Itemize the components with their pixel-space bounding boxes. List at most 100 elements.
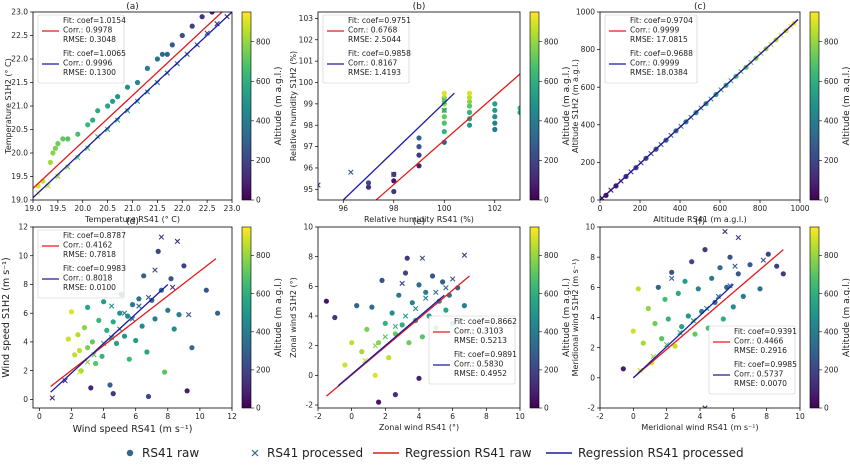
processed-point: [702, 405, 708, 408]
raw-point: [391, 188, 397, 195]
figure-legend-entry: Regression RS41 raw: [373, 446, 532, 460]
colorbar-gradient: [529, 11, 540, 201]
y-tick-label: 19.0: [11, 196, 28, 205]
x-tick-label: 10: [795, 412, 805, 421]
legend-text: RMSE: 0.0100: [63, 283, 116, 292]
x-tick-label: 400: [673, 204, 688, 213]
x-tick-label: 6: [731, 412, 736, 421]
colorbar-tick-label: 0: [256, 404, 261, 413]
y-tick-label: 4: [308, 312, 313, 321]
points-group: [33, 12, 232, 199]
x-tick-label: 200: [633, 204, 648, 213]
raw-point: [52, 145, 59, 151]
colorbar-tick-label: 0: [544, 196, 549, 205]
legend-text: Corr.: 0.8167: [348, 59, 397, 68]
legend-text: RMSE: 17.0815: [630, 35, 688, 44]
y-tick-label: 20.5: [11, 125, 28, 134]
raw-point: [342, 362, 348, 368]
y-tick-label: 23.0: [11, 8, 28, 17]
raw-point: [389, 310, 395, 316]
colorbar-label: Altitude (m a.g.l.): [562, 278, 572, 357]
y-axis-label: Altitude S1H2 (m a.g.l.): [571, 59, 580, 153]
raw-point: [159, 51, 165, 57]
y-tick-label: 200: [581, 158, 596, 167]
x-tick-label: 0: [349, 412, 354, 421]
x-tick-label: 23.0: [224, 204, 241, 213]
raw-point: [695, 286, 701, 292]
x-tick-label: 600: [713, 204, 728, 213]
colorbar-label: Altitude (m a.g.l.): [842, 278, 850, 357]
raw-point: [81, 325, 87, 331]
y-tick-label: 10: [585, 223, 595, 232]
raw-point: [105, 103, 111, 109]
regression-processed-line: [632, 283, 734, 379]
x-tick-label: 21.0: [124, 204, 141, 213]
raw-point: [203, 287, 209, 293]
raw-point: [129, 302, 136, 308]
raw-point: [466, 90, 473, 96]
y-axis-label: Zonal wind S1H2 (°): [289, 277, 298, 358]
raw-point: [75, 131, 81, 137]
figure-legend: RS41 raw RS41 processed Regression RS41 ra…: [126, 446, 744, 460]
raw-point: [145, 393, 152, 400]
raw-point: [635, 286, 641, 292]
y-tick-label: 2: [590, 343, 595, 352]
processed-point: [433, 289, 439, 295]
raw-point: [402, 270, 409, 276]
raw-point: [423, 289, 429, 295]
processed-point: [690, 317, 697, 324]
raw-point: [365, 184, 372, 190]
legend-box: [37, 229, 125, 299]
processed-point: [449, 276, 456, 282]
raw-point: [404, 255, 410, 261]
colorbar-tick-label: 200: [256, 156, 271, 165]
processed-point: [722, 228, 728, 235]
raw-point: [409, 300, 415, 306]
y-tick-label: 101: [299, 57, 314, 66]
raw-point: [144, 65, 150, 71]
raw-point: [332, 314, 338, 321]
x-tick-label: 0: [631, 412, 636, 421]
legend-text: Corr.: 0.5830: [454, 360, 503, 369]
x-tick-label: 100: [437, 204, 452, 213]
y-tick-label: 95: [303, 185, 313, 194]
colorbar-label: Altitude (m a.g.l.): [274, 278, 284, 357]
processed-point: [735, 234, 742, 241]
panel-title: (d): [126, 217, 139, 227]
y-tick-label: 4: [23, 338, 28, 347]
raw-point: [110, 319, 116, 325]
x-tick-label: 8: [165, 412, 170, 421]
raw-point: [492, 120, 498, 126]
raw-point: [47, 159, 54, 165]
processed-point: [461, 252, 468, 258]
x-axis-label: Meridional wind RS41 (m s⁻¹): [641, 423, 758, 432]
raw-point: [466, 94, 473, 101]
y-tick-label: 400: [581, 120, 596, 129]
figure-legend-label: RS41 raw: [142, 446, 199, 460]
raw-point: [323, 298, 329, 304]
colorbar-gradient: [809, 226, 820, 409]
y-tick-label: 8: [590, 253, 595, 262]
colorbar-tick-label: 800: [544, 251, 559, 260]
processed-point: [108, 334, 115, 341]
raw-point: [155, 248, 161, 254]
raw-point: [162, 369, 168, 375]
x-tick-label: 4: [101, 412, 106, 421]
raw-point: [645, 305, 651, 312]
raw-point: [730, 304, 736, 310]
points-group: [323, 252, 470, 405]
processed-point: [668, 275, 675, 281]
y-tick-label: 8: [23, 280, 28, 289]
legend-text: Corr.: 0.4466: [734, 337, 783, 346]
colorbar-tick-label: 0: [824, 196, 829, 205]
colorbar-tick-label: 200: [824, 156, 839, 165]
colorbar-gradient: [809, 11, 820, 201]
regression-processed-line: [342, 92, 455, 200]
y-axis-label: Wind speed S1H2 (m s⁻¹): [1, 257, 12, 377]
panel-title: (a): [126, 2, 139, 12]
y-tick-label: 20.0: [11, 149, 28, 158]
raw-point: [652, 320, 658, 327]
raw-point: [780, 271, 786, 277]
processed-point: [145, 294, 152, 301]
